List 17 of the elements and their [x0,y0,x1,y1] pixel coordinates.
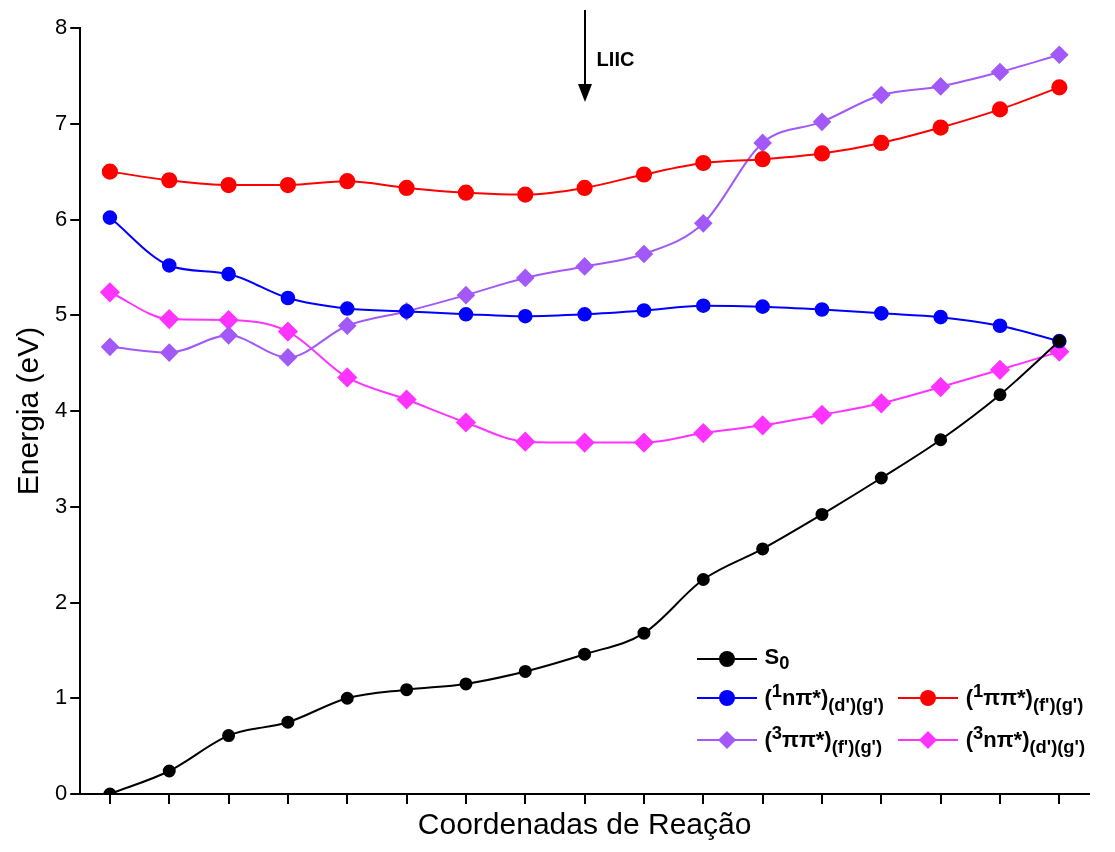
y-tick-label: 7 [54,109,68,135]
legend-label: ($^{1}$ππ*)$_{(f')(g')}$ [965,680,1084,717]
y-tick-label: 3 [54,492,68,518]
legend-label: ($^{1}$nπ*)$_{(d')(g')}$ [764,680,884,717]
x-axis-title: Coordenadas de Reação [417,807,752,841]
y-tick-label: 8 [54,14,68,40]
y-tick-label: 4 [54,397,68,423]
annotation: LIIC [596,47,635,70]
y-tick-label: 1 [54,684,68,710]
y-tick-label: 2 [54,588,68,614]
legend-label: S$_{0}$ [764,644,790,675]
y-axis-title: Energia (eV) [11,326,45,496]
y-tick-label: 6 [54,205,68,231]
legend-label: ($^{3}$ππ*)$_{(f')(g')}$ [764,722,883,758]
y-tick-label: 0 [54,780,68,806]
y-tick-label: 5 [54,301,68,327]
legend-label: ($^{3}$nπ*)$_{(d')(g')}$ [965,722,1085,758]
